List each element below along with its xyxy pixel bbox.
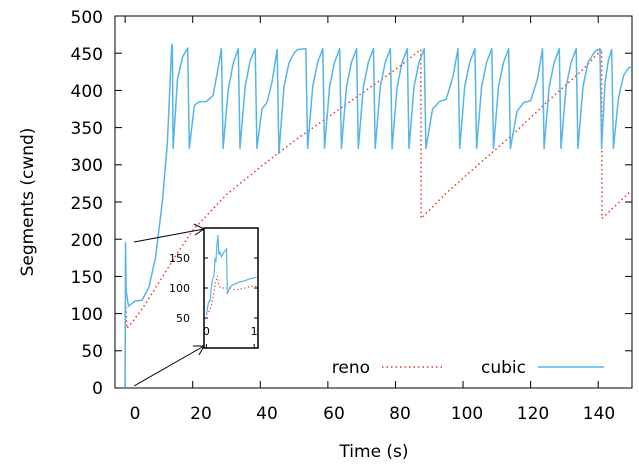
y-tick-label: 300 [71,156,103,176]
x-tick-label: 0 [130,404,141,424]
x-tick-label: 140 [583,404,615,424]
inset-y-tick-label: 150 [169,252,190,265]
x-tick-label: 20 [190,404,212,424]
y-tick-label: 250 [71,194,103,214]
inset-x-tick-label: 0 [203,325,210,338]
zoom-arrow-top [133,228,205,243]
inset-y-tick-label: 50 [176,312,190,325]
y-tick-label: 450 [71,45,103,65]
y-tick-label: 500 [71,8,103,28]
series-line-cubic [124,43,632,388]
y-tick-label: 150 [71,268,103,288]
legend: reno cubic [332,358,604,378]
legend-label-reno: reno [332,358,370,378]
y-axis-label: Segments (cwnd) [18,128,38,277]
x-axis-label: Time (s) [338,442,408,462]
x-ticks: 0 20 40 60 80 100 120 140 [130,404,616,424]
inset-series-line-cubic [205,235,257,316]
y-ticks: 0 50 100 150 200 250 300 350 400 450 500 [71,8,103,399]
x-tick-label: 40 [256,404,278,424]
x-tick-label: 100 [451,404,483,424]
legend-label-cubic: cubic [481,358,526,378]
x-tick-label: 120 [517,404,549,424]
inset-x-tick-label: 1 [251,325,258,338]
y-tick-label: 200 [71,231,103,251]
y-tick-label: 350 [71,119,103,139]
y-tick-label: 400 [71,82,103,102]
x-tick-label: 60 [323,404,345,424]
x-tick-label: 80 [389,404,411,424]
y-tick-label: 100 [71,305,103,325]
zoom-arrow-bottom [133,345,205,387]
y-tick-label: 50 [81,342,103,362]
inset-frame [203,227,259,349]
y-tick-label: 0 [92,379,103,399]
inset-y-tick-label: 100 [169,282,190,295]
